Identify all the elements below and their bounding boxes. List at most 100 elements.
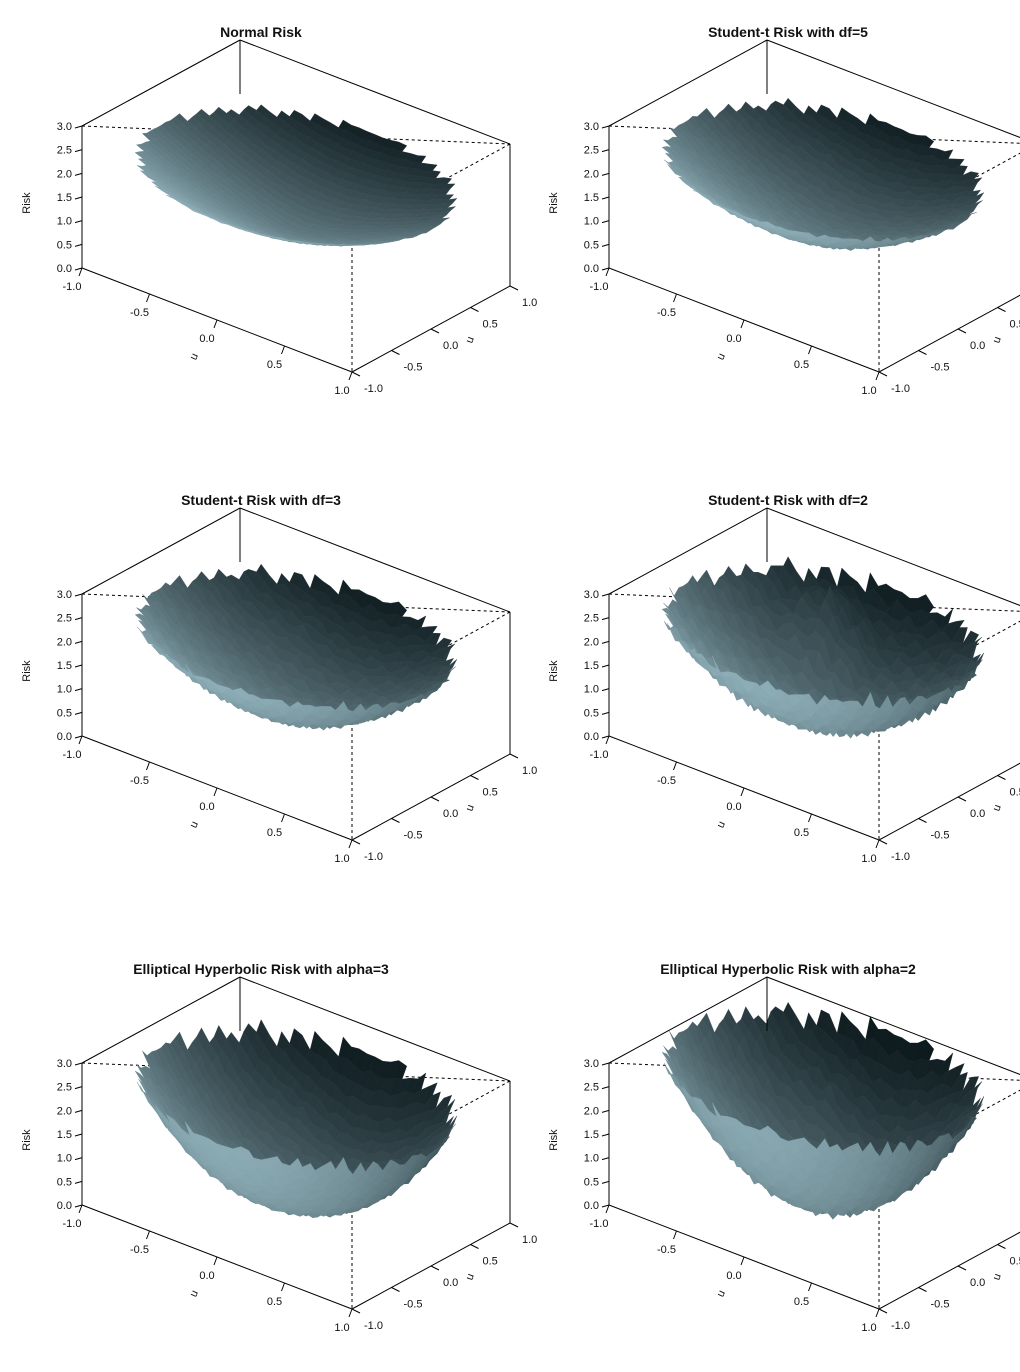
y-tick-label: -0.5 xyxy=(931,830,950,842)
y-axis-label: u xyxy=(463,1272,476,1282)
z-tick xyxy=(74,1157,83,1161)
x-tick-label: -0.5 xyxy=(130,1244,149,1256)
z-tick xyxy=(74,617,83,621)
z-tick-label: 3.0 xyxy=(584,589,599,601)
z-tick-label: 1.0 xyxy=(584,216,599,228)
z-tick xyxy=(601,125,610,129)
y-tick xyxy=(470,1244,479,1249)
y-tick xyxy=(509,285,519,291)
y-tick xyxy=(957,796,967,802)
y-tick-label: -1.0 xyxy=(364,383,383,395)
x-tick xyxy=(213,1256,218,1266)
x-tick-label: -0.5 xyxy=(130,775,149,787)
z-tick xyxy=(74,1109,83,1113)
z-tick xyxy=(74,593,83,597)
x-tick xyxy=(740,787,745,797)
x-tick-label: 1.0 xyxy=(861,853,876,865)
surface-cell xyxy=(240,227,254,233)
x-tick-label: 0.5 xyxy=(794,359,809,371)
surface-cell xyxy=(404,235,418,239)
x-tick-label: 0.5 xyxy=(794,827,809,839)
x-tick xyxy=(673,293,677,303)
y-tick-label: 1.0 xyxy=(522,297,537,309)
x-tick-label: -1.0 xyxy=(63,749,82,761)
chart-panel-2: Student-t Risk with df=50.00.51.01.52.02… xyxy=(548,24,1020,397)
x-tick-label: 0.5 xyxy=(267,827,282,839)
risk-surface xyxy=(661,1001,985,1220)
z-tick-label: 1.5 xyxy=(57,660,72,672)
z-axis-label: Risk xyxy=(21,1129,33,1151)
z-tick xyxy=(74,1086,83,1090)
surface-cell xyxy=(276,573,290,585)
y-tick-label: 0.0 xyxy=(443,340,458,352)
z-tick-label: 2.0 xyxy=(57,1105,72,1117)
z-tick xyxy=(601,688,610,692)
x-axis-label: u xyxy=(188,351,201,362)
surface-cell xyxy=(302,241,316,245)
x-tick-label: 0.0 xyxy=(726,801,741,813)
y-tick xyxy=(391,350,400,355)
z-tick-label: 0.0 xyxy=(57,1200,72,1212)
chart-title: Student-t Risk with df=2 xyxy=(708,492,868,508)
y-tick xyxy=(430,796,440,802)
x-tick xyxy=(213,787,218,797)
z-tick-label: 1.0 xyxy=(57,1153,72,1165)
x-tick-label: 0.0 xyxy=(199,1270,214,1282)
surface-cell xyxy=(352,243,366,246)
y-tick xyxy=(351,371,361,377)
z-tick xyxy=(601,149,610,153)
x-tick-label: -0.5 xyxy=(657,775,676,787)
y-tick-label: 0.0 xyxy=(443,1277,458,1289)
y-tick-label: -1.0 xyxy=(364,1320,383,1332)
z-tick xyxy=(601,172,610,176)
z-tick-label: 0.0 xyxy=(57,731,72,743)
z-tick xyxy=(601,664,610,668)
z-tick-label: 1.5 xyxy=(57,192,72,204)
y-tick-label: -0.5 xyxy=(931,362,950,374)
z-tick-label: 2.5 xyxy=(57,145,72,157)
z-tick xyxy=(601,220,610,224)
y-tick-label: -1.0 xyxy=(891,383,910,395)
z-tick-label: 3.0 xyxy=(57,1058,72,1070)
x-tick xyxy=(348,839,353,849)
z-tick xyxy=(74,196,83,200)
z-axis-label: Risk xyxy=(21,192,33,214)
chart-panel-4: Student-t Risk with df=20.00.51.01.52.02… xyxy=(548,492,1020,865)
y-tick xyxy=(918,818,927,823)
z-tick xyxy=(74,1180,83,1184)
z-tick xyxy=(601,243,610,247)
y-tick xyxy=(878,371,888,377)
y-tick-label: -0.5 xyxy=(404,830,423,842)
z-tick xyxy=(74,149,83,153)
chart-title: Student-t Risk with df=3 xyxy=(181,492,341,508)
z-axis-label: Risk xyxy=(21,660,33,682)
z-tick xyxy=(74,640,83,644)
y-tick-label: 0.5 xyxy=(483,787,498,799)
x-tick-label: 1.0 xyxy=(334,853,349,865)
x-tick xyxy=(673,761,677,771)
chart-panel-5: Elliptical Hyperbolic Risk with alpha=30… xyxy=(21,961,537,1334)
z-tick xyxy=(74,688,83,692)
y-tick xyxy=(391,818,400,823)
z-tick-label: 0.0 xyxy=(584,263,599,275)
z-axis-label: Risk xyxy=(548,192,560,214)
x-tick-label: -0.5 xyxy=(657,307,676,319)
z-axis-label: Risk xyxy=(548,660,560,682)
y-tick-label: -1.0 xyxy=(364,851,383,863)
z-tick-label: 0.5 xyxy=(57,707,72,719)
x-tick-label: -1.0 xyxy=(63,1218,82,1230)
y-axis-label: u xyxy=(990,335,1003,345)
y-tick xyxy=(997,775,1006,780)
x-tick-label: 0.0 xyxy=(726,333,741,345)
z-tick-label: 2.5 xyxy=(57,1082,72,1094)
z-tick-label: 3.0 xyxy=(57,589,72,601)
z-tick-label: 1.5 xyxy=(584,192,599,204)
z-tick xyxy=(601,617,610,621)
x-tick xyxy=(281,813,285,823)
y-tick-label: 0.0 xyxy=(970,340,985,352)
z-tick-label: 1.0 xyxy=(584,684,599,696)
y-tick xyxy=(509,753,519,759)
y-tick-label: 0.5 xyxy=(483,1256,498,1268)
y-tick-label: -1.0 xyxy=(891,851,910,863)
